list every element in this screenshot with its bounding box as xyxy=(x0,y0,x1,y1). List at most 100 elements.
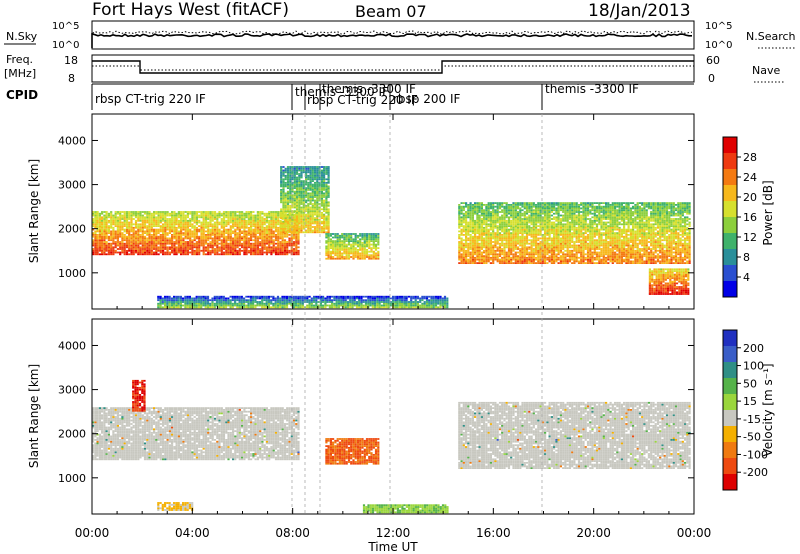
heatmap-cell xyxy=(364,258,366,260)
heatmap-cell xyxy=(316,193,318,195)
heatmap-cell xyxy=(133,243,135,245)
heatmap-cell xyxy=(461,232,463,234)
heatmap-cell xyxy=(524,202,526,204)
heatmap-cell xyxy=(476,211,478,213)
heatmap-cell xyxy=(108,225,110,227)
heatmap-cell xyxy=(517,243,519,245)
heatmap-cell xyxy=(467,222,469,224)
heatmap-cell xyxy=(458,257,460,259)
heatmap-cell xyxy=(239,215,241,217)
heatmap-cell xyxy=(169,213,171,215)
heatmap-cell xyxy=(544,234,546,236)
heatmap-cell xyxy=(357,253,359,255)
heatmap-cell xyxy=(124,248,126,250)
heatmap-cell xyxy=(207,215,209,217)
heatmap-cell xyxy=(103,231,105,233)
heatmap-cell xyxy=(135,245,137,247)
heatmap-cell xyxy=(310,166,312,168)
heatmap-cell xyxy=(243,239,245,241)
heatmap-cell xyxy=(357,258,359,260)
heatmap-cell xyxy=(167,229,169,231)
heatmap-cell xyxy=(209,222,211,224)
heatmap-cell xyxy=(307,216,309,218)
beam-title: Beam 07 xyxy=(355,2,427,21)
heatmap-cell xyxy=(139,223,141,225)
heatmap-cell xyxy=(537,202,539,204)
heatmap-cell xyxy=(171,213,173,215)
heatmap-cell xyxy=(549,208,551,210)
heatmap-cell xyxy=(130,243,132,245)
heatmap-cell xyxy=(280,180,282,182)
heatmap-cell xyxy=(298,219,300,221)
heatmap-cell xyxy=(139,211,141,213)
heatmap-cell xyxy=(585,241,587,243)
heatmap-cell xyxy=(587,248,589,250)
heatmap-cell xyxy=(321,189,323,191)
heatmap-cell xyxy=(346,233,348,235)
heatmap-cell xyxy=(578,232,580,234)
heatmap-cell xyxy=(512,227,514,229)
heatmap-cell xyxy=(227,211,229,213)
heatmap-cell xyxy=(503,213,505,215)
heatmap-cell xyxy=(296,221,298,223)
heatmap-cell xyxy=(492,253,494,255)
heatmap-cell xyxy=(515,243,517,245)
heatmap-cell xyxy=(287,208,289,210)
heatmap-cell xyxy=(571,253,573,255)
heatmap-cell xyxy=(167,223,169,225)
heatmap-cell xyxy=(562,204,564,206)
heatmap-cell xyxy=(463,246,465,248)
heatmap-cell xyxy=(316,230,318,232)
heatmap-cell xyxy=(555,248,557,250)
heatmap-cell xyxy=(303,170,305,172)
heatmap-cell xyxy=(479,223,481,225)
heatmap-cell xyxy=(325,200,327,202)
heatmap-cell xyxy=(549,216,551,218)
cpid-seg-0: rbsp CT-trig 220 IF xyxy=(95,92,206,106)
heatmap-cell xyxy=(319,166,321,168)
heatmap-cell xyxy=(191,243,193,245)
heatmap-cell xyxy=(300,201,302,203)
heatmap-cell xyxy=(494,253,496,255)
heatmap-cell xyxy=(328,187,330,189)
heatmap-cell xyxy=(350,244,352,246)
heatmap-cell xyxy=(540,253,542,255)
heatmap-cell xyxy=(546,243,548,245)
heatmap-cell xyxy=(582,218,584,220)
heatmap-cell xyxy=(472,213,474,215)
heatmap-cell xyxy=(230,225,232,227)
heatmap-cell xyxy=(139,229,141,231)
heatmap-cell xyxy=(148,231,150,233)
heatmap-cell xyxy=(587,252,589,254)
heatmap-cell xyxy=(544,213,546,215)
heatmap-cell xyxy=(587,208,589,210)
heatmap-cell xyxy=(582,227,584,229)
heatmap-cell xyxy=(524,218,526,220)
heatmap-cell xyxy=(328,203,330,205)
heatmap-cell xyxy=(474,243,476,245)
heatmap-cell xyxy=(155,225,157,227)
heatmap-cell xyxy=(535,259,537,261)
heatmap-cell xyxy=(187,241,189,243)
heatmap-cell xyxy=(280,175,282,177)
heatmap-cell xyxy=(155,213,157,215)
heatmap-cell xyxy=(328,221,330,223)
heatmap-cell xyxy=(562,229,564,231)
heatmap-cell xyxy=(578,245,580,247)
heatmap-cell xyxy=(282,252,284,254)
heatmap-cell xyxy=(241,222,243,224)
heatmap-cell xyxy=(185,216,187,218)
heatmap-cell xyxy=(494,232,496,234)
heatmap-cell xyxy=(524,241,526,243)
heatmap-cell xyxy=(268,215,270,217)
heatmap-cell xyxy=(216,216,218,218)
heatmap-cell xyxy=(119,232,121,234)
heatmap-cell xyxy=(476,255,478,257)
heatmap-cell xyxy=(142,215,144,217)
heatmap-cell xyxy=(510,206,512,208)
heatmap-cell xyxy=(196,232,198,234)
heatmap-cell xyxy=(368,233,370,235)
heatmap-cell xyxy=(182,243,184,245)
heatmap-cell xyxy=(503,216,505,218)
heatmap-cell xyxy=(458,216,460,218)
